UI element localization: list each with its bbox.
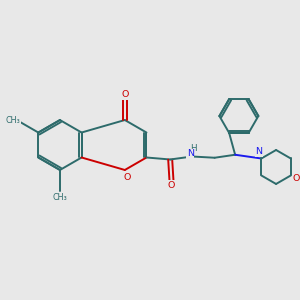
Text: O: O [121, 90, 128, 99]
Text: CH₃: CH₃ [6, 116, 20, 125]
Text: CH₃: CH₃ [52, 193, 67, 202]
Text: N: N [187, 149, 194, 158]
Text: O: O [168, 181, 175, 190]
Text: N: N [255, 147, 262, 156]
Text: O: O [292, 174, 300, 183]
Text: O: O [123, 173, 130, 182]
Text: H: H [190, 144, 197, 153]
